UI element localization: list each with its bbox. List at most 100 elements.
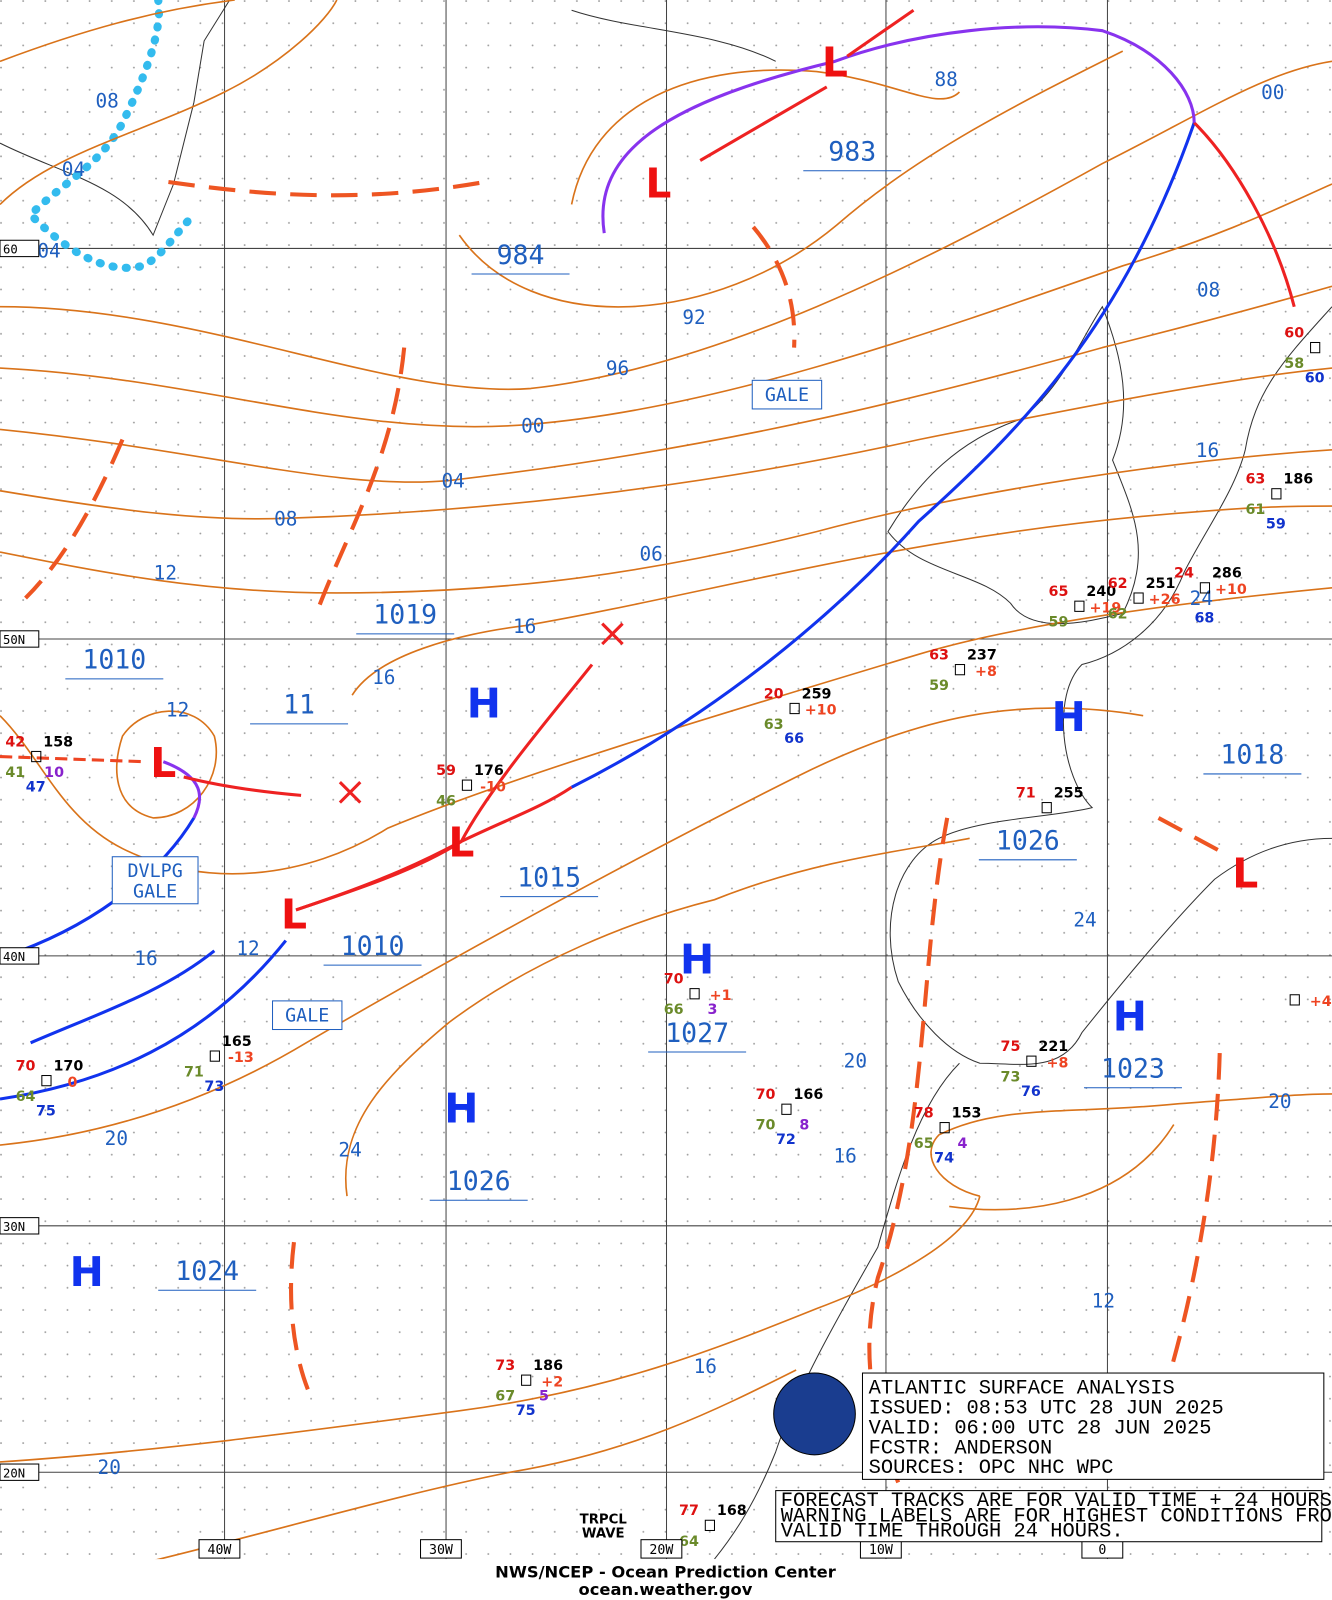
label-box [0,947,40,965]
warnings: GALE DVLPG GALE GALE [111,379,823,1031]
pressure-label: 1015 [517,862,581,893]
footer: ocean.weather.gov [579,1580,753,1599]
station-vis: 66 [784,731,804,747]
label-box [0,1463,40,1481]
station-symbol [1074,600,1085,612]
warning-label: DVLPG GALE [128,861,183,902]
station-temp: 71 [1016,785,1036,801]
station-tend: +1 [710,988,732,1004]
station-dew: 66 [664,1002,684,1018]
isobar-label: 20 [844,1049,867,1072]
isobar-label: 92 [682,306,705,329]
station-pressure: 186 [533,1358,563,1374]
pressure-label: 1026 [996,826,1060,857]
lat-label: 20N [3,1466,25,1480]
pressure-label: 11 [283,690,315,721]
isobar-label: 04 [62,158,85,181]
isobar-label: 16 [134,947,157,970]
station-dew: 67 [495,1389,515,1405]
pressure-label: 1027 [665,1018,729,1049]
isobar-label: 20 [105,1127,128,1150]
station-temp: 75 [1001,1039,1021,1055]
note-line: VALID TIME THROUGH 24 HOURS. [781,1521,1124,1544]
station-pressure: 255 [1054,785,1084,801]
isobar-label: 88 [935,68,958,91]
station-pressure: 259 [802,686,832,702]
station-dew: 46 [436,794,456,810]
station-symbol [1041,802,1052,814]
station-tend: -13 [228,1050,254,1066]
station-symbol [704,1519,715,1531]
isobar-label: 08 [274,507,297,530]
pressure-label: 1010 [341,931,405,962]
station-vis: 47 [26,779,46,795]
station-wave: 3 [707,1002,717,1018]
station-temp: 20 [764,686,784,702]
label-box [0,1217,40,1235]
isobar-label: 12 [1092,1290,1115,1313]
high-center: H [444,1085,478,1133]
station-temp: 65 [1049,584,1069,600]
station-pressure: 168 [717,1503,747,1519]
station-dew: 65 [914,1136,934,1152]
station-symbol [689,988,700,1000]
high-center: H [1052,693,1086,741]
station-temp: 73 [495,1358,515,1374]
station-temp: 60 [1284,325,1304,341]
lon-label: 20W [649,1543,673,1558]
station-symbol [789,702,800,715]
station-symbol [521,1374,532,1386]
pressure-label: 1026 [447,1166,511,1197]
station-temp: 62 [1108,576,1128,592]
pressure-label: 1019 [373,600,437,631]
isobar-label: 16 [694,1355,717,1378]
pressure-centers: L L L L L L H H H H H H [70,39,1259,1296]
lat-label: 30N [3,1220,25,1234]
label-box [0,630,40,648]
high-center: H [1113,993,1147,1041]
low-center: L [281,890,307,938]
isobar-label: 16 [372,666,395,689]
station-dew: 59 [1049,615,1069,631]
station-pressure: 237 [967,647,997,663]
station-temp: 63 [929,647,949,663]
station-temp: 78 [914,1105,934,1121]
station-symbol [1271,488,1282,500]
station-dew: 63 [764,717,784,733]
info-line: VALID: 06:00 UTC 28 JUN 2025 [869,1417,1212,1440]
station-symbol [1133,592,1144,604]
low-center: L [822,39,848,87]
station-symbol [1026,1055,1037,1067]
station-vis: 76 [1021,1084,1041,1100]
station-pressure: 176 [474,763,504,779]
station-wave: 10 [44,765,64,781]
station-temp: 70 [16,1058,36,1074]
pressure-label: 1024 [175,1256,239,1287]
low-center: L [645,159,671,207]
fronts [0,8,1296,1101]
high-center: H [467,680,501,728]
station-tend: +10 [805,703,837,719]
isobar-label: 12 [236,937,259,960]
station-wave: 5 [539,1389,549,1405]
station-vis: 68 [1194,611,1214,627]
noaa-logo [773,1372,856,1456]
station-symbol [939,1122,950,1134]
info-line: ISSUED: 08:53 UTC 28 JUN 2025 [869,1397,1224,1420]
station-temp: 77 [679,1503,699,1519]
station-vis: 73 [204,1079,224,1095]
isobar-label: 04 [37,240,60,263]
wave-label: WAVE [582,1527,625,1542]
station-pressure: 170 [53,1058,83,1074]
info-line: ATLANTIC SURFACE ANALYSIS [869,1377,1175,1400]
station-symbol [1199,582,1211,594]
note-box [775,1490,1323,1543]
station-dew: 64 [679,1534,699,1550]
label-box [420,1539,462,1559]
station-pressure: 158 [43,734,73,750]
station-symbol [31,750,42,763]
station-dew: 62 [1108,607,1128,623]
low-center: L [1232,849,1258,897]
station-tend: +8 [1046,1055,1068,1071]
